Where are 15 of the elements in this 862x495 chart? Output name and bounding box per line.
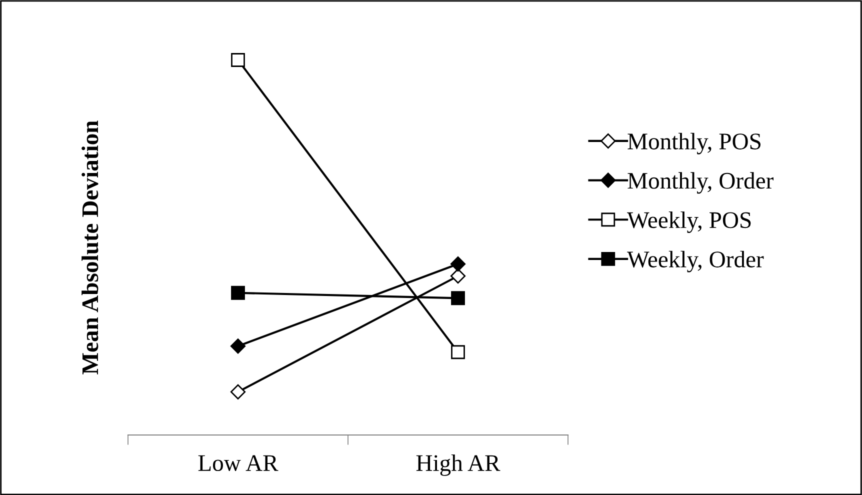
legend-label: Monthly, POS [628,132,760,154]
legend-label: Monthly, Order [628,172,774,194]
legend-label: Weekly, Order [627,250,764,272]
point [450,256,466,272]
point [230,384,246,400]
point [231,286,245,300]
point [451,345,465,360]
legend-label: Weekly, POS [627,212,751,233]
point [231,53,245,67]
point [230,338,246,354]
x-tick-label: High AR [416,454,500,476]
point [451,291,465,306]
y-axis-title: Mean Absolute Deviation [82,120,98,374]
x-tick-label: Low AR [198,455,278,472]
point [450,268,466,284]
